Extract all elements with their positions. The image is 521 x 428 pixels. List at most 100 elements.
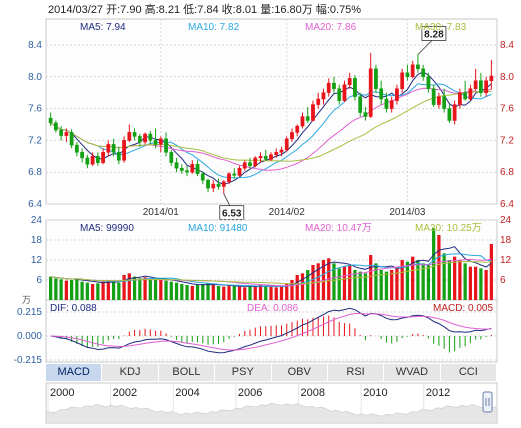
volume-bar	[458, 260, 462, 300]
volume-bar	[132, 276, 137, 300]
candle-body	[426, 76, 431, 89]
candle	[95, 152, 100, 166]
candle-body	[227, 173, 231, 182]
candle	[59, 126, 63, 141]
candle	[379, 80, 384, 105]
candle	[253, 156, 258, 168]
macd-lines	[50, 307, 492, 354]
candle	[248, 157, 252, 169]
volume-bar	[374, 263, 378, 300]
overview-scroll-handle[interactable]	[482, 391, 493, 413]
candle	[153, 128, 158, 149]
volume-bar	[468, 266, 473, 300]
tab-rsi[interactable]: RSI	[327, 364, 385, 381]
volume-bar	[153, 278, 158, 300]
tab-macd[interactable]: MACD	[46, 364, 103, 381]
volume-bar	[279, 286, 284, 300]
candle-body	[195, 163, 200, 175]
candle-body	[384, 98, 389, 109]
annotation-label: 6.53	[222, 209, 242, 220]
candle	[311, 100, 315, 122]
candle	[426, 72, 431, 93]
volume-bar	[432, 228, 436, 300]
candle-body	[269, 154, 273, 160]
volume-bar	[342, 266, 347, 300]
candle	[353, 75, 357, 101]
volume-bar	[59, 279, 63, 300]
volume-bars	[48, 228, 494, 300]
candle	[321, 88, 326, 105]
volume-bar	[290, 280, 294, 300]
tab-boll[interactable]: BOLL	[158, 364, 216, 381]
candle	[116, 146, 121, 165]
candle-body	[111, 144, 116, 153]
volume-bar	[48, 276, 53, 300]
price-x-labels: 2014/01 2014/02 2014/03	[143, 207, 426, 218]
candle-body	[452, 104, 457, 121]
volume-legend-ma10: MA10: 91480	[188, 223, 248, 234]
volume-bar	[489, 244, 494, 300]
price-ytick-right: 8.4	[500, 40, 514, 51]
volume-bar	[363, 273, 368, 300]
candle-body	[284, 138, 289, 151]
tab-psy[interactable]: PSY	[215, 364, 272, 381]
candle-body	[347, 78, 352, 85]
candle	[437, 92, 441, 109]
candle	[174, 157, 179, 173]
volume-bar	[369, 255, 373, 300]
candle-body	[410, 64, 415, 78]
macd-ytick: 0.000	[17, 331, 42, 342]
candle-body	[95, 156, 100, 163]
volume-bar	[258, 285, 263, 300]
volume-bar	[400, 260, 404, 300]
volume-bar	[122, 275, 126, 300]
volume-bar	[426, 265, 431, 300]
candle-body	[342, 84, 347, 101]
price-legend-ma10: MA10: 7.82	[188, 22, 240, 33]
volume-bar	[243, 287, 247, 300]
candle	[410, 60, 415, 79]
candle-body	[484, 80, 489, 93]
candle	[258, 152, 263, 163]
volume-bar	[285, 283, 289, 300]
volume-bar	[174, 282, 179, 300]
tab-cci[interactable]: CCI	[440, 364, 497, 381]
price-xtick: 2014/02	[269, 207, 306, 218]
candle-body	[80, 152, 84, 159]
candle	[489, 60, 494, 90]
candle-body	[164, 138, 168, 153]
price-ytick-left: 6.4	[28, 199, 42, 210]
candle	[80, 148, 84, 163]
volume-bar	[227, 285, 231, 300]
price-grid	[46, 19, 497, 205]
volume-bar	[111, 281, 116, 300]
candle	[206, 178, 210, 193]
candle-body	[169, 152, 174, 163]
candle-body	[179, 167, 184, 171]
volume-unit: 万	[22, 295, 31, 305]
volume-bar	[390, 270, 394, 300]
candle-body	[421, 68, 426, 78]
candle	[374, 64, 378, 93]
candle	[216, 178, 221, 190]
price-ytick-left: 7.2	[28, 135, 42, 146]
tab-wvad[interactable]: WVAD	[384, 364, 441, 381]
volume-ma-lines	[50, 246, 492, 288]
tab-kdj[interactable]: KDJ	[102, 364, 159, 381]
volume-bar	[379, 270, 383, 300]
candle	[137, 134, 142, 147]
candle	[316, 92, 321, 109]
macd-ytick: -0.215	[14, 355, 43, 366]
volume-bar	[185, 285, 189, 300]
tab-obv[interactable]: OBV	[271, 364, 328, 381]
volume-legend-ma5: MA5: 99990	[80, 223, 134, 234]
candle	[195, 160, 200, 177]
candle	[295, 124, 300, 137]
candle	[269, 152, 273, 162]
volume-bar	[474, 266, 478, 300]
price-xtick: 2014/03	[389, 207, 426, 218]
candle-body	[132, 132, 137, 137]
candle	[431, 84, 436, 107]
volume-bar	[148, 279, 152, 300]
volume-bar	[484, 270, 488, 300]
